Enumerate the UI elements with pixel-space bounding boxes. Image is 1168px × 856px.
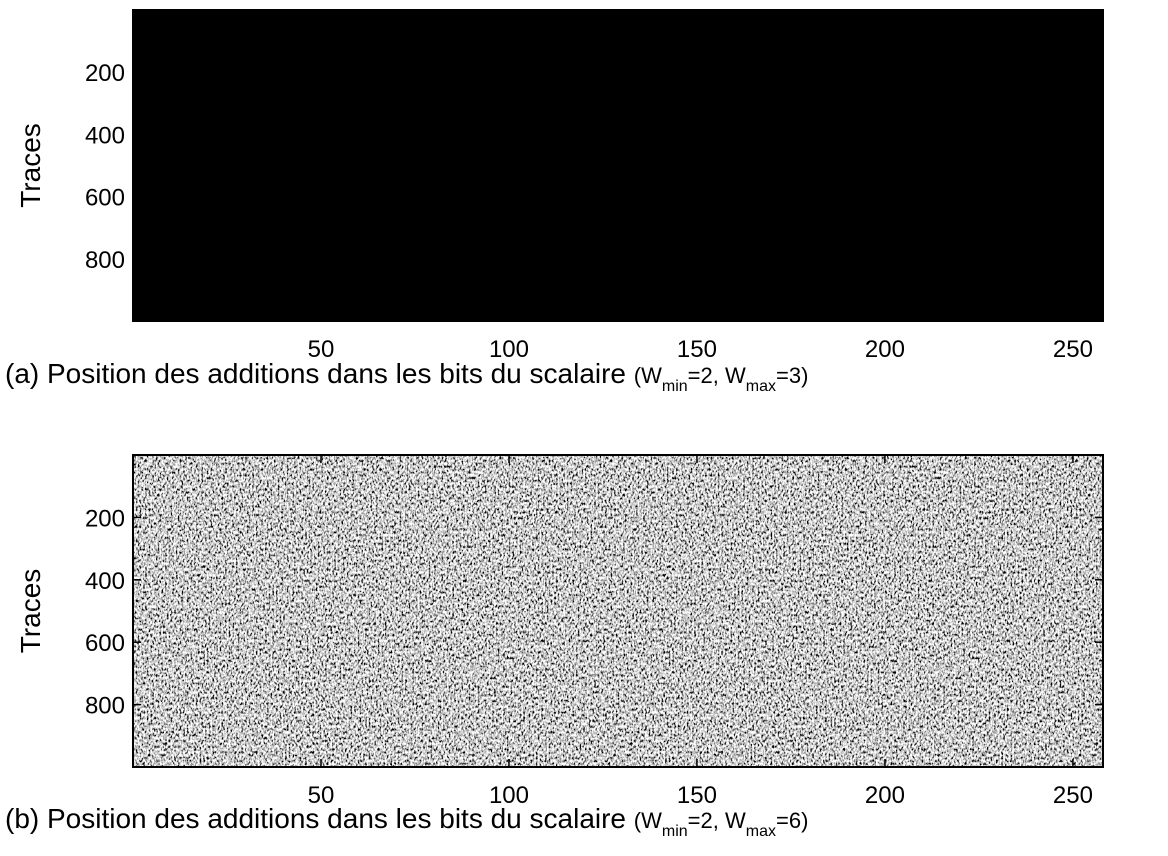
heatmap-image <box>133 10 1103 321</box>
panel: 50 100 150 200 250 200 400 600 800 Traces (b) Posi… <box>5 454 1104 840</box>
caption-param: =2, W <box>688 363 746 388</box>
subscript: min <box>662 378 688 395</box>
x-tick-label: 250 <box>1053 782 1093 809</box>
subscript: max <box>746 823 776 840</box>
caption-param: =3) <box>776 363 808 388</box>
x-tick-label: 50 <box>308 782 335 809</box>
x-tick-label: 150 <box>677 782 717 809</box>
y-tick-label: 600 <box>85 185 125 212</box>
y-tick-label: 600 <box>85 630 125 657</box>
caption-param: =2, W <box>688 808 746 833</box>
caption-space <box>626 803 634 834</box>
y-tick-label: 400 <box>85 568 125 595</box>
subscript: min <box>662 823 688 840</box>
y-tick-label: 400 <box>85 122 125 149</box>
x-tick-label: 150 <box>677 336 717 363</box>
subscript: max <box>746 378 776 395</box>
caption-text: (b) Position des additions dans les bits… <box>5 803 626 834</box>
heatmap-image <box>133 455 1103 767</box>
x-tick-label: 50 <box>308 336 335 363</box>
caption-space <box>626 358 634 389</box>
x-tick-label: 200 <box>865 782 905 809</box>
x-axis-label: (a) Position des additions dans les bits… <box>5 358 808 395</box>
y-tick-label: 800 <box>85 247 125 274</box>
x-tick-label: 100 <box>489 782 529 809</box>
y-axis-label: Traces <box>15 123 46 208</box>
plot-frame <box>132 454 1104 768</box>
y-axis-label: Traces <box>15 569 46 654</box>
x-tick-label: 100 <box>489 336 529 363</box>
panel: 50 100 150 200 250 200 400 600 800 Traces (a) Posi… <box>5 9 1104 395</box>
x-axis-label: (b) Position des additions dans les bits… <box>5 803 808 840</box>
caption-param: =6) <box>776 808 808 833</box>
x-tick-label: 200 <box>865 336 905 363</box>
x-tick-label: 250 <box>1053 336 1093 363</box>
y-tick-label: 200 <box>85 505 125 532</box>
y-tick-label: 200 <box>85 60 125 87</box>
caption-text: (a) Position des additions dans les bits… <box>5 358 626 389</box>
y-tick-label: 800 <box>85 693 125 720</box>
caption-param: (W <box>634 808 662 833</box>
caption-param: (W <box>634 363 662 388</box>
plot-frame <box>132 9 1104 322</box>
